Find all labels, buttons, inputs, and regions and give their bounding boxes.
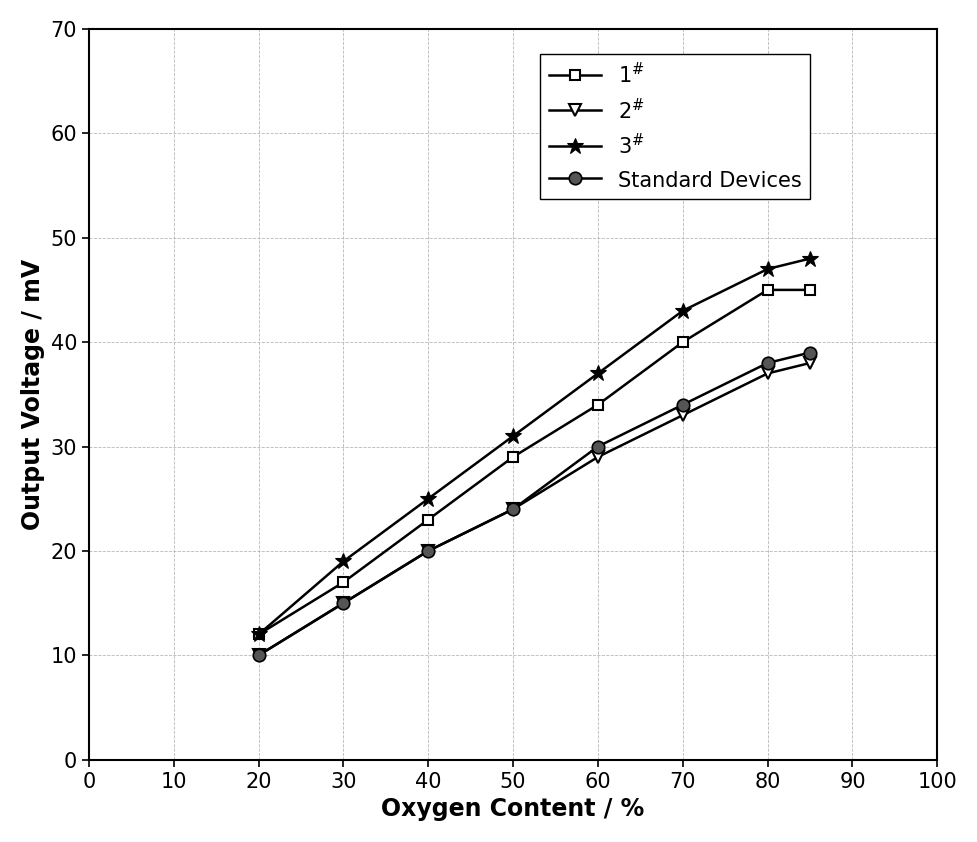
$2^{\#}$ [803, 358, 815, 368]
$1^{\#}$ [252, 630, 264, 640]
$1^{\#}$ [337, 578, 349, 588]
$2^{\#}$ [252, 650, 264, 660]
Standard Devices [422, 546, 434, 556]
Line: $2^{\#}$: $2^{\#}$ [253, 358, 815, 661]
$2^{\#}$ [422, 546, 434, 556]
Standard Devices [507, 504, 519, 514]
$3^{\#}$ [252, 630, 264, 640]
Standard Devices [252, 650, 264, 660]
$3^{\#}$ [337, 557, 349, 567]
Standard Devices [591, 441, 603, 451]
$3^{\#}$ [507, 431, 519, 441]
Line: Standard Devices: Standard Devices [252, 346, 816, 662]
$1^{\#}$ [507, 452, 519, 462]
$2^{\#}$ [591, 452, 603, 462]
$1^{\#}$ [803, 285, 815, 295]
Standard Devices [337, 598, 349, 608]
$3^{\#}$ [803, 253, 815, 264]
$3^{\#}$ [761, 264, 773, 274]
Y-axis label: Output Voltage / mV: Output Voltage / mV [21, 258, 45, 530]
X-axis label: Oxygen Content / %: Oxygen Content / % [381, 797, 644, 821]
$1^{\#}$ [676, 337, 688, 347]
$2^{\#}$ [337, 598, 349, 608]
$2^{\#}$ [507, 504, 519, 514]
Standard Devices [676, 400, 688, 410]
$2^{\#}$ [676, 410, 688, 420]
$2^{\#}$ [761, 369, 773, 379]
$1^{\#}$ [761, 285, 773, 295]
Standard Devices [761, 358, 773, 368]
$1^{\#}$ [422, 514, 434, 525]
$3^{\#}$ [676, 306, 688, 316]
Legend: $1^{\#}$, $2^{\#}$, $3^{\#}$, Standard Devices: $1^{\#}$, $2^{\#}$, $3^{\#}$, Standard D… [540, 54, 809, 199]
$3^{\#}$ [422, 493, 434, 504]
Line: $1^{\#}$: $1^{\#}$ [253, 285, 814, 639]
$3^{\#}$ [591, 369, 603, 379]
Standard Devices [803, 348, 815, 358]
$1^{\#}$ [591, 400, 603, 410]
Line: $3^{\#}$: $3^{\#}$ [250, 250, 818, 642]
